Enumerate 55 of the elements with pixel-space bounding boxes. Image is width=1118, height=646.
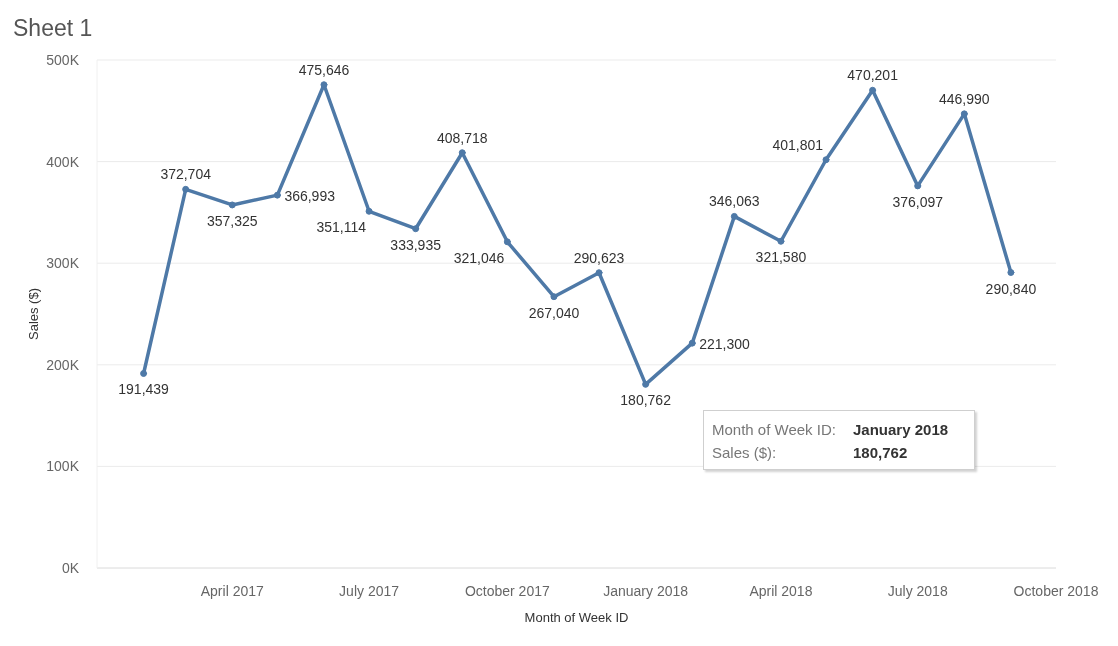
data-label: 446,990 <box>939 90 990 107</box>
x-axis-title: Month of Week ID <box>524 610 629 625</box>
data-label: 408,718 <box>436 129 488 146</box>
data-label: 321,046 <box>453 249 505 266</box>
point <box>730 212 738 220</box>
data-label: 290,623 <box>573 249 625 266</box>
data-label: 357,325 <box>206 212 258 229</box>
point <box>642 380 650 388</box>
data-label: 372,704 <box>160 166 212 183</box>
y-tick-label: 0K <box>61 559 80 576</box>
point <box>273 191 281 199</box>
annotation: Month of Week ID: January 2018 <box>712 420 949 440</box>
point <box>182 185 190 193</box>
point <box>228 201 236 209</box>
y-tick-label: 300K <box>46 255 80 272</box>
data-label: 475,646 <box>298 61 350 78</box>
point <box>140 370 148 377</box>
x-tick-label: July 2018 <box>887 582 948 599</box>
point <box>412 225 420 233</box>
point <box>503 238 511 246</box>
point <box>869 86 877 94</box>
data-label: 333,935 <box>390 236 442 253</box>
y-tick-label: 400K <box>46 153 80 170</box>
point <box>822 156 830 164</box>
x-tick-label: April 2018 <box>749 582 813 599</box>
data-label: 346,063 <box>709 193 760 210</box>
x-tick-label: October 2017 <box>464 582 550 599</box>
data-label: 401,801 <box>772 136 824 153</box>
y-tick-label: 200K <box>46 356 80 373</box>
point <box>365 207 373 215</box>
text: Sales ($): 180,762 <box>712 444 908 461</box>
data-label: 221,300 <box>699 336 751 353</box>
x-tick-label: July 2017 <box>339 582 400 599</box>
chart-title: Sheet 1 <box>12 14 94 43</box>
data-label: 321,580 <box>755 249 807 266</box>
point <box>1007 269 1015 277</box>
point <box>595 269 603 277</box>
x-tick-label: October 2018 <box>1013 582 1099 599</box>
data-label: 267,040 <box>528 304 580 321</box>
y-axis-title: Sales ($) <box>25 287 41 341</box>
y-tick-label: 500K <box>46 51 80 68</box>
point <box>458 149 466 157</box>
point <box>688 339 696 347</box>
point <box>550 293 558 301</box>
data-label: 180,762 <box>620 392 672 409</box>
y-tick-label: 100K <box>46 458 80 475</box>
data-label: 376,097 <box>892 193 944 210</box>
x-tick-label: April 2017 <box>200 582 265 599</box>
point <box>777 237 785 245</box>
x-tick-label: January 2018 <box>603 582 689 599</box>
data-label: 290,840 <box>985 280 1037 297</box>
data-label: 351,114 <box>316 219 367 236</box>
data-label: 366,993 <box>284 188 336 205</box>
data-label: 191,439 <box>118 381 170 398</box>
data-label: 470,201 <box>847 67 899 84</box>
